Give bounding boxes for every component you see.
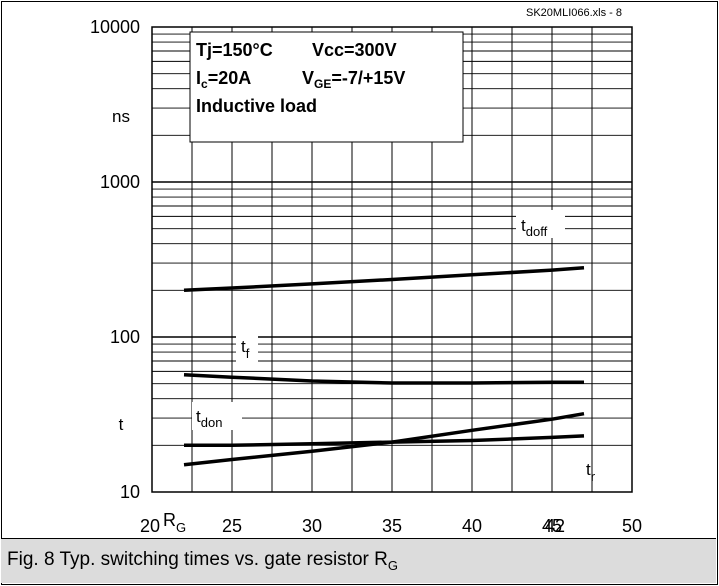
y-tick-label: 1000 bbox=[100, 172, 140, 192]
conditions-line-2: Ic=20A VGE=-7/+15V bbox=[196, 68, 405, 91]
x-tick-label: 25 bbox=[222, 516, 242, 536]
series-line-t-doff bbox=[183, 265, 585, 293]
series-line-t-r bbox=[183, 411, 585, 467]
y-tick-label: 100 bbox=[110, 327, 140, 347]
conditions-line-3: Inductive load bbox=[196, 96, 317, 116]
x-tick-label: 50 bbox=[622, 516, 642, 536]
stray-tick-label: 42 bbox=[545, 516, 565, 536]
svg-text:tdoff: tdoff bbox=[521, 216, 548, 239]
y-tick-label: 10 bbox=[120, 482, 140, 502]
caption-text: Fig. 8 Typ. switching times vs. gate res… bbox=[7, 549, 388, 570]
label-t-doff: tdoff bbox=[516, 210, 565, 239]
x-tick-label: 20 bbox=[140, 516, 160, 536]
y-symbol-label: t bbox=[119, 415, 124, 434]
x-tick-label: 35 bbox=[382, 516, 402, 536]
svg-text:tf: tf bbox=[241, 337, 250, 361]
x-tick-label: 30 bbox=[302, 516, 322, 536]
y-tick-label: 10000 bbox=[90, 17, 140, 37]
x-tick-label: 45 bbox=[542, 516, 562, 536]
series-line-t-f bbox=[183, 373, 584, 385]
figure-caption: Fig. 8 Typ. switching times vs. gate res… bbox=[1, 538, 716, 583]
file-tag: SK20MLI066.xls - 8 bbox=[526, 7, 622, 19]
conditions-box: Tj=150°C Vcc=300V Ic=20A VGE=-7/+15V Ind… bbox=[189, 31, 464, 143]
tick-labels: 10 100 1000 10000 20 25 30 35 40 45 50 bbox=[90, 17, 642, 536]
conditions-line-1: Tj=150°C Vcc=300V bbox=[196, 40, 397, 60]
y-unit-label: ns bbox=[112, 107, 130, 126]
plot-border bbox=[151, 26, 633, 493]
label-t-don: tdon bbox=[192, 402, 242, 430]
label-t-f: tf bbox=[236, 332, 258, 364]
x-axis-label: RG bbox=[163, 510, 186, 535]
series-lines bbox=[183, 265, 585, 467]
label-t-r: tr bbox=[586, 460, 596, 484]
svg-text:tr: tr bbox=[586, 460, 596, 484]
x-tick-label: 40 bbox=[462, 516, 482, 536]
svg-text:tdon: tdon bbox=[196, 407, 222, 430]
caption-subscript: G bbox=[387, 558, 398, 573]
